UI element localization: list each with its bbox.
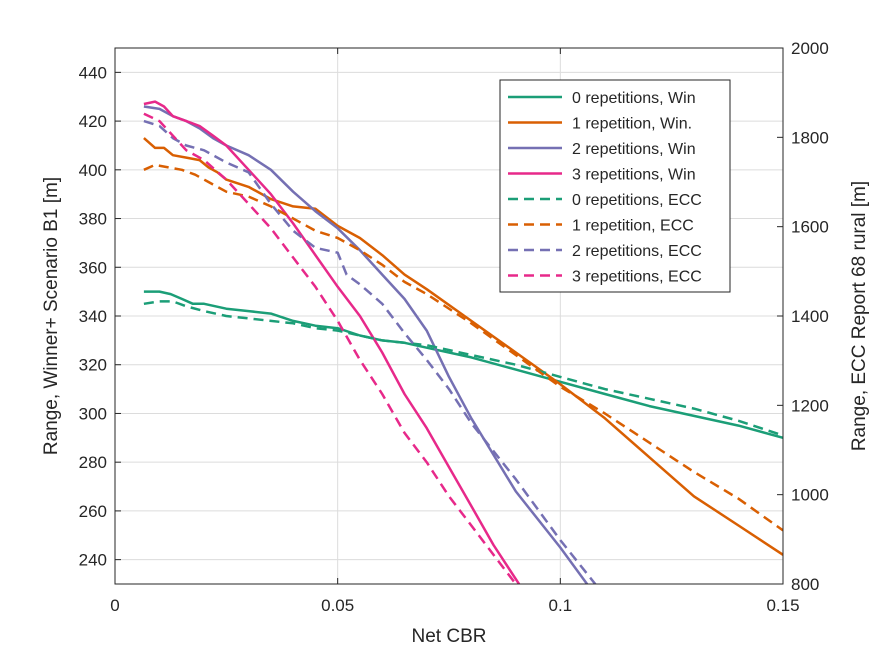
- y-tick-label-left: 260: [79, 502, 107, 521]
- legend-entry-3: 3 repetitions, Win: [572, 167, 696, 184]
- y-tick-label-left: 360: [79, 258, 107, 277]
- legend-entry-4: 0 repetitions, ECC: [572, 192, 702, 209]
- y-tick-label-right: 1200: [791, 396, 829, 415]
- x-tick-label: 0: [110, 596, 119, 615]
- y-tick-label-left: 420: [79, 112, 107, 131]
- y-tick-label-left: 240: [79, 551, 107, 570]
- y-tick-label-right: 1000: [791, 486, 829, 505]
- y-tick-label-left: 340: [79, 307, 107, 326]
- ticks: 0 0.05 0.1 0.15 240 260 280 300 320 340 360 380 400 4…: [79, 39, 829, 615]
- legend-box: [499, 79, 731, 293]
- y-tick-label-right: 1400: [791, 307, 829, 326]
- y-tick-label-right: 1600: [791, 218, 829, 237]
- legend-entry-7: 3 repetitions, ECC: [572, 269, 702, 286]
- y-tick-label-right: 1800: [791, 128, 829, 147]
- y-tick-label-left: 280: [79, 453, 107, 472]
- series-line-4: [143, 300, 783, 437]
- legend: 0 repetitions, Win 1 repetition, Win. 2 re…: [499, 79, 731, 293]
- y-tick-label-left: 440: [79, 63, 107, 82]
- x-tick-label: 0.05: [321, 596, 354, 615]
- series-line-7: [143, 112, 517, 584]
- x-tick-label: 0.1: [549, 596, 573, 615]
- grid: [115, 48, 783, 584]
- y-axis-label-right: Range, ECC Report 68 rural [m]: [849, 181, 870, 451]
- legend-entry-5: 1 repetition, ECC: [572, 218, 694, 235]
- y-tick-label-right: 2000: [791, 39, 829, 58]
- y-tick-label-left: 300: [79, 404, 107, 423]
- series-layer: [143, 100, 783, 584]
- y-tick-label-right: 800: [791, 575, 819, 594]
- series-line-5: [143, 163, 783, 532]
- legend-entry-0: 0 repetitions, Win: [572, 90, 696, 107]
- legend-entry-2: 2 repetitions, Win: [572, 141, 696, 158]
- y-tick-label-left: 400: [79, 161, 107, 180]
- x-tick-label: 0.15: [766, 596, 799, 615]
- legend-entry-6: 2 repetitions, ECC: [572, 243, 702, 260]
- series-line-3: [143, 100, 521, 584]
- y-tick-label-left: 380: [79, 210, 107, 229]
- legend-entry-1: 1 repetition, Win.: [572, 116, 692, 133]
- series-line-1: [143, 137, 783, 556]
- y-axis-label-left: Range, Winner+ Scenario B1 [m]: [41, 177, 62, 455]
- series-line-6: [143, 119, 597, 584]
- y-tick-label-left: 320: [79, 356, 107, 375]
- x-axis-label: Net CBR: [412, 626, 487, 647]
